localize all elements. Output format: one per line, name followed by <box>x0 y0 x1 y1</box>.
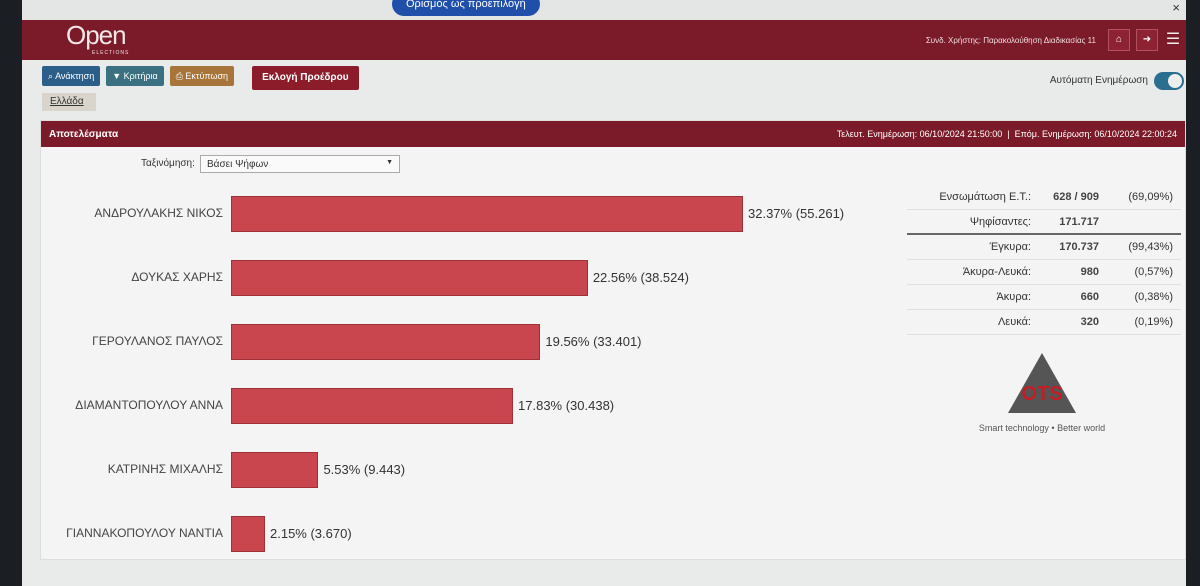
stats-value: 660 <box>1080 291 1099 303</box>
candidate-bar <box>231 324 541 360</box>
chevron-down-icon: ▼ <box>386 159 393 166</box>
toolbar: ⌕ Ανάκτηση ▼ Κριτήρια ⎙ Εκτύπωση Εκλογή … <box>42 66 359 90</box>
results-header: Αποτελέσματα Τελευτ. Ενημέρωση: 06/10/20… <box>41 121 1185 147</box>
candidate-bar <box>231 260 588 296</box>
stats-value: 980 <box>1080 266 1099 278</box>
search-icon: ⌕ <box>48 71 54 81</box>
close-icon[interactable]: × <box>1172 0 1180 15</box>
print-icon: ⎙ <box>175 71 183 81</box>
criteria-button[interactable]: ▼ Κριτήρια <box>106 66 164 86</box>
home-button[interactable]: ⌂ <box>1108 29 1130 51</box>
print-button[interactable]: ⎙ Εκτύπωση <box>169 66 235 86</box>
stats-row: Άκυρα-Λευκά: 980 (0,57%) <box>907 260 1181 285</box>
breadcrumb-greece[interactable]: Ελλάδα <box>42 93 96 111</box>
stats-pct: (0,19%) <box>1134 316 1173 328</box>
candidate-value-label: 19.56% (33.401) <box>545 334 642 349</box>
stats-label: Λευκά: <box>997 316 1031 328</box>
sort-select[interactable]: Βάσει Ψήφων ▼ <box>200 155 400 173</box>
stats-pct: (0,38%) <box>1134 291 1173 303</box>
stats-pct: (0,57%) <box>1134 266 1173 278</box>
stats-pct: (69,09%) <box>1128 191 1173 203</box>
candidate-label: ΓΕΡΟΥΛΑΝΟΣ ΠΑΥΛΟΣ <box>92 334 223 348</box>
candidate-label: ΔΙΑΜΑΝΤΟΠΟΥΛΟΥ ΑΝΝΑ <box>75 398 223 412</box>
candidate-bar <box>231 388 514 424</box>
stats-row: Έγκυρα: 170.737 (99,43%) <box>907 235 1181 260</box>
auto-update-toggle[interactable] <box>1154 72 1184 90</box>
sort-value: Βάσει Ψήφων <box>207 159 269 170</box>
stats-row: Ψηφίσαντες: 171.717 <box>907 210 1181 235</box>
candidate-label: ΚΑΤΡΙΝΗΣ ΜΙΧΑΛΗΣ <box>107 462 223 476</box>
candidate-value-label: 32.37% (55.261) <box>748 206 845 221</box>
candidate-bar <box>231 516 265 552</box>
stats-table: Ενσωμάτωση Ε.Τ.: 628 / 909 (69,09%) Ψηφίσαν… <box>907 185 1181 335</box>
logout-button[interactable]: ➜ <box>1136 29 1158 51</box>
stats-label: Ενσωμάτωση Ε.Τ.: <box>939 191 1031 203</box>
candidate-bar <box>231 452 319 488</box>
election-president-button[interactable]: Εκλογή Προέδρου <box>252 66 359 90</box>
ots-logo: OTS Smart technology • Better world <box>967 353 1117 443</box>
search-label: Ανάκτηση <box>55 71 95 81</box>
header-actions: Συνδ. Χρήστης: Παρακολούθηση Διαδικασίας… <box>926 29 1182 51</box>
stats-row: Άκυρα: 660 (0,38%) <box>907 285 1181 310</box>
stats-label: Ψηφίσαντες: <box>969 215 1031 228</box>
stats-value: 170.737 <box>1059 241 1099 253</box>
stats-pct: (99,43%) <box>1128 241 1173 253</box>
menu-icon[interactable]: ☰ <box>1165 31 1181 48</box>
stats-value: 320 <box>1080 316 1099 328</box>
stats-label: Έγκυρα: <box>989 241 1031 253</box>
update-times: Τελευτ. Ενημέρωση: 06/10/2024 21:50:00 |… <box>836 129 1177 139</box>
results-panel: Αποτελέσματα Τελευτ. Ενημέρωση: 06/10/20… <box>40 120 1186 560</box>
ots-tagline: Smart technology • Better world <box>978 423 1106 433</box>
candidate-value-label: 22.56% (38.524) <box>592 270 689 285</box>
logout-icon: ➜ <box>1142 34 1152 45</box>
search-button[interactable]: ⌕ Ανάκτηση <box>42 66 101 86</box>
sort-label: Ταξινόμηση: <box>141 158 195 169</box>
filter-icon: ▼ <box>112 71 122 81</box>
results-title: Αποτελέσματα <box>49 128 119 140</box>
criteria-label: Κριτήρια <box>123 71 158 81</box>
stats-row: Λευκά: 320 (0,19%) <box>907 310 1181 335</box>
screen-bezel-left <box>0 0 22 586</box>
stats-value: 628 / 909 <box>1053 191 1099 203</box>
app-header: Open ELECTIONS Συνδ. Χρήστης: Παρακολούθ… <box>22 20 1186 60</box>
home-icon: ⌂ <box>1115 34 1123 45</box>
candidate-label: ΔΟΥΚΑΣ ΧΑΡΗΣ <box>131 270 223 284</box>
candidate-bar <box>231 196 743 232</box>
browser-notification-bar: Ορισμός ως προεπιλογή × <box>22 0 1186 20</box>
logo-subtext: ELECTIONS <box>92 50 130 56</box>
ots-mark: OTS <box>1021 383 1063 405</box>
candidate-value-label: 5.53% (9.443) <box>323 462 406 477</box>
stats-row: Ενσωμάτωση Ε.Τ.: 628 / 909 (69,09%) <box>907 185 1181 210</box>
candidate-label: ΓΙΑΝΝΑΚΟΠΟΥΛΟΥ ΝΑΝΤΙΑ <box>66 526 223 540</box>
user-info: Συνδ. Χρήστης: Παρακολούθηση Διαδικασίας… <box>925 35 1096 45</box>
stats-value: 171.717 <box>1059 215 1099 228</box>
auto-update-label: Αυτόματη Ενημέρωση <box>1049 75 1148 86</box>
candidate-value-label: 17.83% (30.438) <box>518 398 615 413</box>
stats-label: Άκυρα: <box>996 291 1031 303</box>
print-label: Εκτύπωση <box>185 71 229 81</box>
candidate-value-label: 2.15% (3.670) <box>270 526 352 541</box>
ots-triangle <box>1008 353 1076 413</box>
candidate-label: ΑΝΔΡΟΥΛΑΚΗΣ ΝΙΚΟΣ <box>94 206 223 220</box>
stats-label: Άκυρα-Λευκά: <box>962 266 1031 278</box>
screen-bezel-right <box>1186 0 1200 586</box>
set-default-button[interactable]: Ορισμός ως προεπιλογή <box>392 0 540 16</box>
open-elections-logo: Open ELECTIONS <box>66 20 146 60</box>
logo-text: Open <box>66 20 127 50</box>
